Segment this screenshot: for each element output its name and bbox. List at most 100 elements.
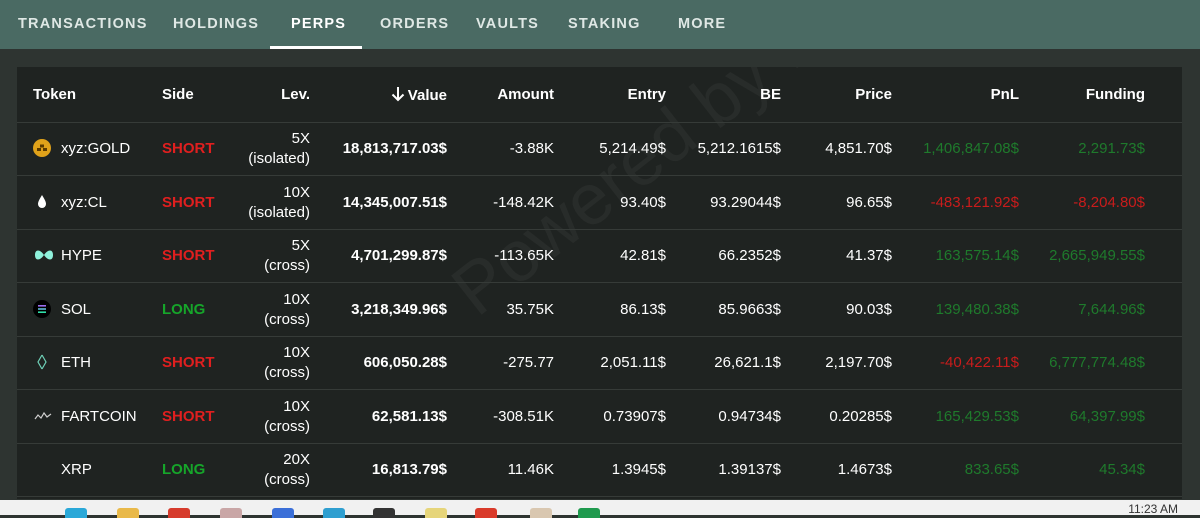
margin-mode: (isolated) (248, 203, 310, 221)
mark-price: 0.20285$ (829, 407, 892, 425)
pnl-value: 1,406,847.08$ (923, 140, 1019, 157)
header-price[interactable]: Price (855, 86, 892, 103)
pnl-value: 163,575.14$ (935, 247, 1019, 264)
perps-table: Powered by Hyperliquid Token Side Lev. V… (17, 67, 1182, 499)
tab-more[interactable]: MORE (678, 16, 727, 32)
app-icon[interactable] (323, 508, 345, 518)
position-value: 16,813.79$ (371, 461, 447, 478)
leverage-value: 10X (283, 344, 310, 361)
leverage: 10X (cross) (264, 397, 310, 437)
token-name[interactable]: XRP (61, 461, 92, 478)
leverage-value: 10X (283, 397, 310, 415)
side-badge: SHORT (162, 140, 215, 157)
browser-icon[interactable] (65, 508, 87, 518)
tab-perps[interactable]: PERPS (291, 16, 347, 32)
table-row[interactable]: XRP LONG 20X (cross) 16,813.79$ 11.46K 1.3945$… (17, 443, 1182, 497)
leverage: 5X (isolated) (248, 129, 310, 169)
app-icon[interactable] (168, 508, 190, 518)
breakeven-price: 66.2352$ (718, 247, 781, 264)
token-name[interactable]: xyz:CL (61, 193, 107, 211)
table-row[interactable]: FARTCOIN SHORT 10X (cross) 62,581.13$ -308.51… (17, 390, 1182, 444)
pnl-value: -483,121.92$ (930, 193, 1019, 211)
app-icon[interactable] (272, 508, 294, 518)
header-amount[interactable]: Amount (497, 86, 554, 103)
funding-value: 7,644.96$ (1078, 300, 1145, 318)
table-row[interactable]: ETH SHORT 10X (cross) 606,050.28$ -275.77 2,05… (17, 336, 1182, 390)
header-value[interactable]: Value (391, 86, 447, 104)
side-badge: SHORT (162, 193, 215, 211)
mark-price: 90.03$ (846, 300, 892, 318)
header-side[interactable]: Side (162, 86, 194, 103)
tab-transactions[interactable]: TRANSACTIONS (18, 16, 148, 32)
token-name[interactable]: FARTCOIN (61, 407, 137, 425)
position-value: 4,701,299.87$ (351, 247, 447, 264)
tab-orders[interactable]: ORDERS (380, 16, 450, 32)
token-name[interactable]: ETH (61, 354, 91, 371)
margin-mode: (cross) (264, 257, 310, 274)
position-amount: -275.77 (503, 354, 554, 371)
funding-value: 2,291.73$ (1078, 140, 1145, 157)
position-value: 14,345,007.51$ (342, 193, 447, 211)
taskbar-clock[interactable]: 11:23 AM (1128, 502, 1178, 516)
table-header: Token Side Lev. Value Amount Entry BE Pr… (17, 67, 1182, 123)
position-amount: -3.88K (509, 140, 554, 157)
header-lev[interactable]: Lev. (281, 86, 310, 103)
terminal-icon[interactable] (373, 508, 395, 518)
table-row[interactable]: xyz:CL SHORT 10X (isolated) 14,345,007.51$ -1… (17, 176, 1182, 230)
app-icon[interactable] (578, 508, 600, 518)
position-amount: 35.75K (506, 300, 554, 318)
pnl-value: 833.65$ (964, 461, 1019, 478)
leverage-value: 20X (283, 451, 310, 468)
position-amount: -148.42K (493, 193, 554, 211)
pnl-value: -40,422.11$ (940, 354, 1019, 371)
entry-price: 86.13$ (620, 300, 666, 318)
position-amount: 11.46K (507, 461, 554, 478)
margin-mode: (cross) (264, 471, 310, 488)
oil-drop-icon (33, 193, 51, 211)
position-amount: -308.51K (493, 407, 554, 425)
funding-value: 2,665,949.55$ (1049, 247, 1145, 264)
table-row[interactable]: HYPE SHORT 5X (cross) 4,701,299.87$ -113.65K 4… (17, 229, 1182, 283)
folder-icon[interactable] (117, 508, 139, 518)
leverage: 20X (cross) (264, 450, 310, 490)
funding-value: 45.34$ (1099, 461, 1145, 478)
side-badge: SHORT (162, 247, 215, 264)
table-row[interactable]: SOL LONG 10X (cross) 3,218,349.96$ 35.75K 86.1… (17, 283, 1182, 337)
leverage-value: 10X (283, 290, 310, 308)
margin-mode: (cross) (264, 364, 310, 381)
mark-price: 2,197.70$ (825, 354, 892, 371)
table-row[interactable]: xyz:GOLD SHORT 5X (isolated) 18,813,717.03$ -… (17, 122, 1182, 176)
header-be[interactable]: BE (760, 86, 781, 103)
side-badge: SHORT (162, 354, 215, 371)
app-icon[interactable] (220, 508, 242, 518)
top-nav: TRANSACTIONS HOLDINGS PERPS ORDERS VAULT… (0, 0, 1200, 49)
tab-staking[interactable]: STAKING (568, 16, 641, 32)
breakeven-price: 85.9663$ (718, 300, 781, 318)
leverage: 10X (cross) (264, 290, 310, 330)
entry-price: 93.40$ (620, 193, 666, 211)
margin-mode: (isolated) (248, 150, 310, 167)
leverage: 5X (cross) (264, 236, 310, 276)
header-entry[interactable]: Entry (627, 86, 666, 103)
breakeven-price: 0.94734$ (718, 407, 781, 425)
token-name[interactable]: SOL (61, 300, 92, 318)
margin-mode: (cross) (264, 417, 310, 435)
xrp-icon (33, 460, 51, 478)
leverage-value: 5X (291, 237, 310, 254)
token-name[interactable]: xyz:GOLD (61, 140, 131, 157)
leverage-value: 5X (291, 130, 310, 147)
header-funding[interactable]: Funding (1085, 86, 1145, 103)
tab-holdings[interactable]: HOLDINGS (173, 16, 260, 32)
app-icon[interactable] (530, 508, 552, 518)
leverage: 10X (cross) (264, 343, 310, 383)
token-name[interactable]: HYPE (61, 247, 102, 264)
position-amount: -113.65K (494, 247, 554, 264)
header-value-label: Value (407, 87, 447, 104)
tab-vaults[interactable]: VAULTS (476, 16, 540, 32)
app-icon[interactable] (425, 508, 447, 518)
chrome-icon[interactable] (475, 508, 497, 518)
side-badge: LONG (162, 461, 206, 478)
header-token[interactable]: Token (33, 86, 77, 103)
gold-bars-icon (33, 139, 51, 157)
header-pnl[interactable]: PnL (990, 86, 1019, 103)
